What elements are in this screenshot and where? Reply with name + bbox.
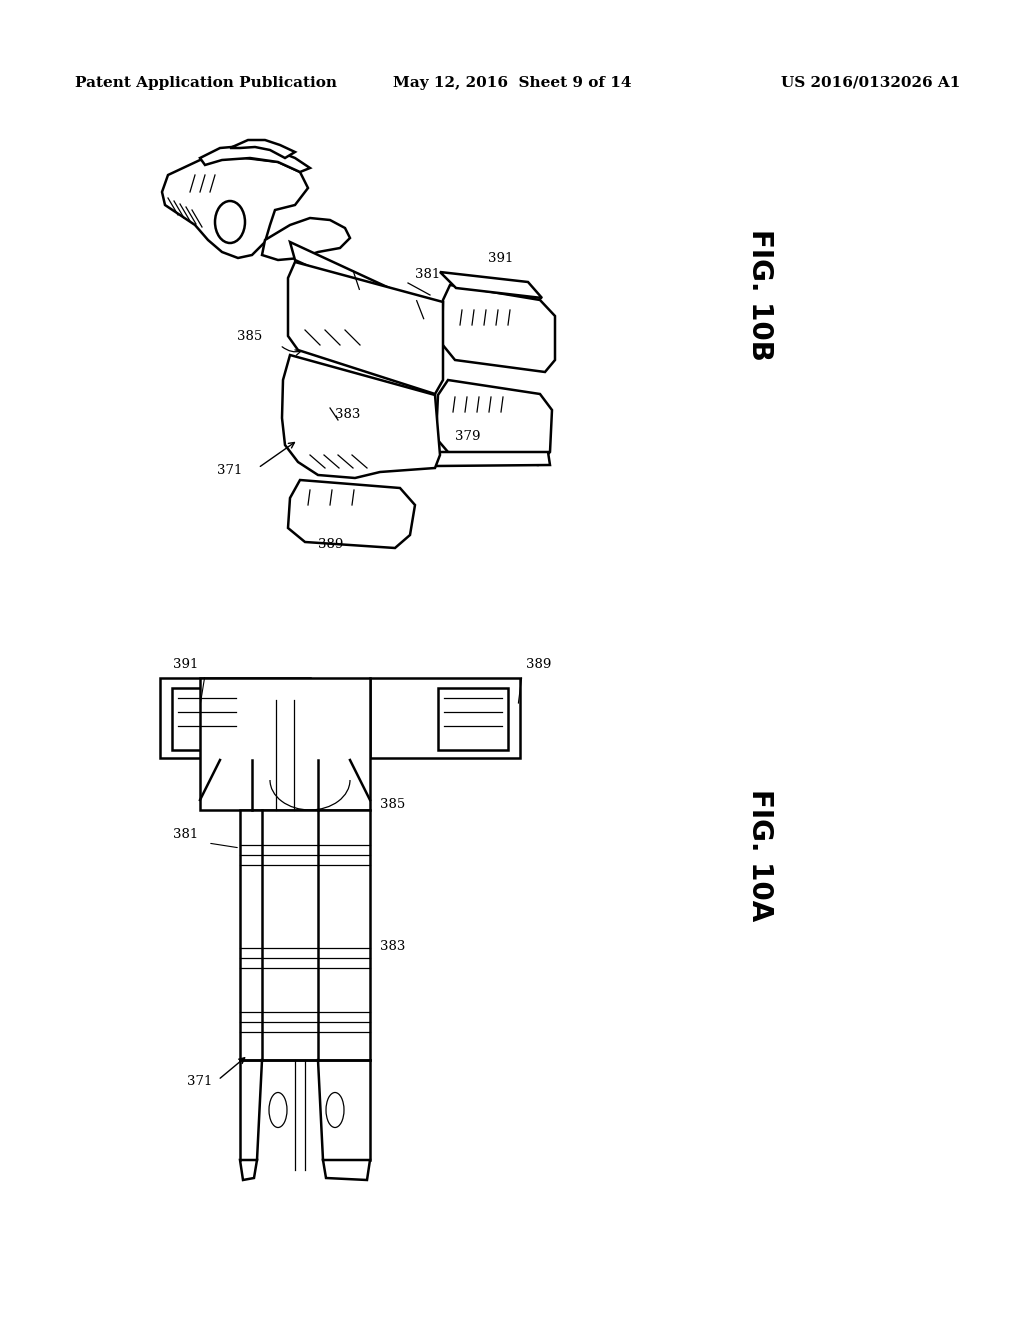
- Polygon shape: [262, 218, 350, 260]
- Polygon shape: [288, 480, 415, 548]
- Polygon shape: [162, 158, 308, 257]
- Polygon shape: [323, 1160, 370, 1180]
- Text: 385: 385: [380, 799, 406, 810]
- Text: 385: 385: [237, 330, 262, 343]
- Polygon shape: [200, 678, 370, 810]
- Polygon shape: [200, 145, 310, 172]
- Polygon shape: [442, 285, 555, 372]
- Polygon shape: [436, 380, 552, 465]
- Text: 391: 391: [173, 657, 198, 671]
- Ellipse shape: [269, 1093, 287, 1127]
- Text: 389: 389: [318, 539, 343, 550]
- Text: 383: 383: [335, 408, 360, 421]
- Text: 379: 379: [455, 430, 480, 444]
- Text: 381: 381: [173, 828, 198, 841]
- Polygon shape: [370, 678, 520, 758]
- Polygon shape: [160, 678, 310, 758]
- Polygon shape: [240, 810, 370, 1060]
- Polygon shape: [172, 688, 242, 750]
- Text: 381: 381: [415, 268, 440, 281]
- Text: Patent Application Publication: Patent Application Publication: [75, 77, 337, 90]
- Polygon shape: [230, 140, 295, 158]
- Polygon shape: [435, 451, 550, 466]
- Text: 371: 371: [217, 465, 242, 477]
- Ellipse shape: [326, 1093, 344, 1127]
- Text: FIG. 10B: FIG. 10B: [746, 230, 774, 360]
- Polygon shape: [290, 242, 488, 348]
- Polygon shape: [440, 272, 542, 298]
- Text: 371: 371: [186, 1074, 212, 1088]
- Polygon shape: [240, 1160, 257, 1180]
- Text: FIG. 10A: FIG. 10A: [746, 789, 774, 921]
- Text: US 2016/0132026 A1: US 2016/0132026 A1: [780, 77, 961, 90]
- Polygon shape: [288, 261, 443, 393]
- Ellipse shape: [215, 201, 245, 243]
- Polygon shape: [282, 355, 440, 478]
- Text: May 12, 2016  Sheet 9 of 14: May 12, 2016 Sheet 9 of 14: [393, 77, 631, 90]
- Text: 389: 389: [526, 657, 551, 671]
- Text: 391: 391: [488, 252, 513, 265]
- Polygon shape: [438, 688, 508, 750]
- Text: 383: 383: [380, 940, 406, 953]
